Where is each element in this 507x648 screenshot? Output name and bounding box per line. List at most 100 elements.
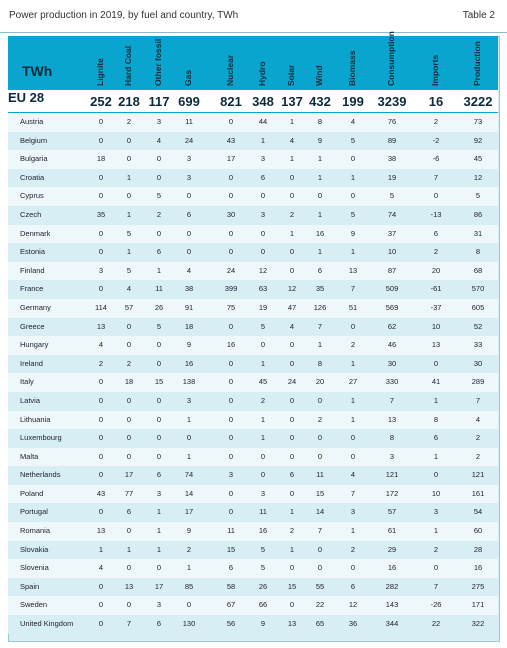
table-cell: 43 (96, 488, 106, 498)
table-row: Malta 0 0 0 1 0 0 0 0 0 3 1 2 (8, 447, 498, 467)
table-cell: 18 (184, 321, 194, 331)
table-cell: 3 (186, 172, 192, 182)
table-cell: 37 (387, 228, 397, 238)
table-cell: 138 (182, 377, 196, 387)
column-header-label: Production (472, 41, 482, 86)
table-cell: 6 (350, 581, 356, 591)
table-cell: 0 (317, 433, 323, 443)
table-cell: 3 (156, 117, 162, 126)
table-cell: 5 (350, 135, 356, 145)
table-cell: 12 (348, 600, 358, 610)
eu-total-cell: 117 (148, 94, 170, 109)
table-cell: 0 (228, 433, 234, 443)
table-row: Lithuania 0 0 0 1 0 1 0 2 1 13 8 4 (8, 410, 498, 430)
table-cell: 4 (186, 265, 192, 275)
table-cell: 1 (260, 358, 266, 368)
table-cell: 282 (385, 581, 399, 591)
table-cell: 6 (433, 228, 439, 238)
table-cell: 16 (315, 228, 325, 238)
table-cell: 11 (185, 117, 193, 126)
table-row: Italy 0 18 15 138 0 45 24 20 27 330 41 289 (8, 373, 498, 392)
table-cell: 20 (315, 377, 325, 387)
country-name: Slovakia (20, 544, 49, 554)
table-cell: 11 (227, 526, 235, 536)
table-cell: 8 (475, 247, 481, 257)
table-cell: 0 (289, 172, 295, 182)
country-name: Latvia (20, 395, 41, 405)
table-cell: 1 (317, 209, 323, 219)
column-header: Consumption (380, 31, 404, 86)
table-cell: -13 (430, 209, 442, 219)
table-cell: 18 (96, 154, 106, 164)
country-name: Poland (20, 488, 44, 498)
table-cell: 0 (350, 433, 356, 443)
table-cell: 0 (156, 563, 162, 573)
table-cell: 7 (475, 395, 481, 405)
table-cell: 8 (389, 433, 395, 443)
table-cell: 3 (98, 265, 104, 275)
table-cell: 0 (98, 117, 104, 126)
table-cell: 322 (471, 619, 485, 629)
table-cell: 1 (126, 209, 132, 219)
eu-total-row: EU 28 252 218 117 699 821 348 137 432 199 3239 16 3… (8, 90, 498, 114)
column-header-label: Nuclear (225, 54, 235, 86)
table-cell: 2 (186, 544, 192, 554)
column-header: Production (466, 40, 490, 86)
table-cell: 1 (317, 340, 323, 350)
table-cell: 2 (289, 209, 295, 219)
table-cell: 5 (350, 209, 356, 219)
eu-total-cell: 199 (342, 94, 364, 109)
table-cell: 0 (228, 414, 234, 424)
table-cell: 8 (433, 414, 439, 424)
table-cell: 3 (350, 507, 356, 517)
table-row: Greece 13 0 5 18 0 5 4 7 0 62 10 52 (8, 317, 498, 337)
table-cell: 0 (98, 172, 104, 182)
country-name: Denmark (20, 228, 51, 238)
table-cell: 509 (385, 284, 399, 294)
table-cell: 0 (317, 191, 323, 201)
table-cell: 19 (387, 172, 397, 182)
table-cell: 0 (186, 433, 192, 443)
table-cell: 1 (350, 247, 356, 257)
table-cell: 0 (228, 191, 234, 201)
table-cell: 0 (350, 154, 356, 164)
table-cell: 0 (228, 488, 234, 498)
table-cell: 5 (156, 321, 162, 331)
table-cell: 1 (350, 395, 356, 405)
table-cell: 2 (350, 340, 356, 350)
table-cell: 17 (226, 154, 236, 164)
country-name: Czech (20, 209, 42, 219)
table-cell: 121 (385, 470, 399, 480)
table-cell: 0 (186, 228, 192, 238)
table-cell: 0 (289, 265, 295, 275)
table-cell: 0 (98, 433, 104, 443)
table-cell: 26 (258, 581, 268, 591)
table-row: Slovenia 4 0 0 1 6 5 0 0 0 16 0 16 (8, 559, 498, 578)
table-cell: 28 (473, 544, 483, 554)
table-cell: 10 (431, 488, 441, 498)
table-cell: 0 (126, 395, 132, 405)
table-cell: 0 (317, 563, 323, 573)
column-header-label: Hard Coal (123, 45, 133, 86)
table-cell: 2 (260, 395, 266, 405)
table-cell: 86 (473, 209, 483, 219)
table-cell: 0 (98, 247, 104, 257)
country-rows: Austria 0 2 3 11 0 44 1 8 4 76 2 73 Belgium 0 0 4 24 43 1 4 9… (8, 113, 498, 634)
table-cell: 1 (156, 526, 162, 536)
table-cell: 1 (186, 451, 192, 461)
table-row: Slovakia 1 1 1 2 15 5 1 0 2 29 2 28 (8, 540, 498, 560)
eu-total-label: EU 28 (8, 90, 45, 105)
country-name: Sweden (20, 600, 48, 610)
column-header: Solar (280, 40, 304, 86)
table-cell: 85 (184, 581, 194, 591)
table-cell: 18 (124, 377, 134, 387)
table-cell: 92 (473, 135, 483, 145)
table-cell: 4 (98, 563, 104, 573)
country-name: Cyprus (20, 191, 44, 201)
table-cell: 0 (186, 600, 192, 610)
table-cell: 6 (156, 470, 162, 480)
table-cell: 5 (260, 544, 266, 554)
country-name: Malta (20, 451, 39, 461)
table-cell: 7 (433, 172, 439, 182)
table-cell: 4 (475, 414, 481, 424)
